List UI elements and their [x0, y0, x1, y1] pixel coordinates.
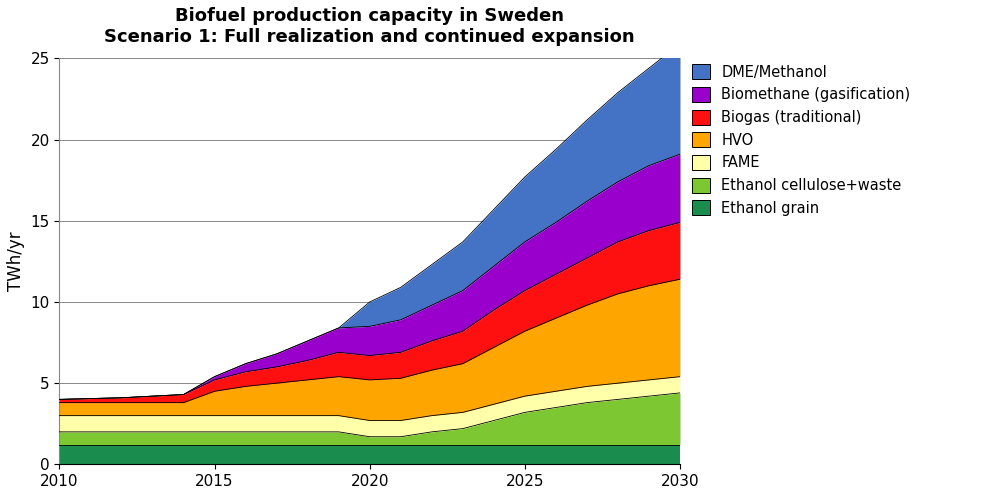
Title: Biofuel production capacity in Sweden
Scenario 1: Full realization and continued: Biofuel production capacity in Sweden Sc…: [104, 7, 635, 46]
Legend: DME/Methanol, Biomethane (gasification), Biogas (traditional), HVO, FAME, Ethano: DME/Methanol, Biomethane (gasification),…: [686, 59, 916, 222]
Y-axis label: TWh/yr: TWh/yr: [7, 232, 25, 291]
